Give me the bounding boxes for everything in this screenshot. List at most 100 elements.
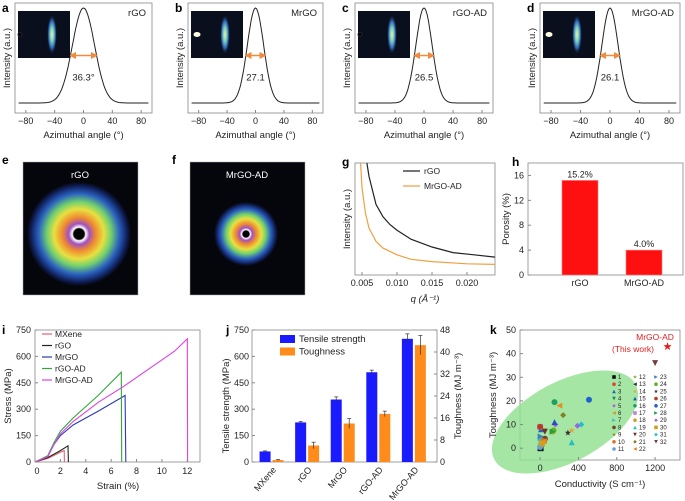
legend-marker — [612, 447, 616, 451]
y-right-tick-label: 0 — [440, 457, 445, 467]
x-tick-label: −80 — [191, 116, 206, 126]
x-tick-label: 40 — [448, 116, 458, 126]
legend-marker — [633, 425, 637, 430]
legend-label: 12 — [639, 375, 646, 381]
y-tick-label: 40 — [506, 349, 516, 359]
legend-label: 20 — [639, 433, 646, 439]
data-point-this-work — [663, 342, 672, 351]
legend-label: 19 — [639, 425, 646, 431]
intensity-curve — [18, 7, 149, 104]
y-tick-label: 12 — [514, 195, 524, 205]
legend-marker — [633, 375, 637, 379]
legend-marker — [654, 411, 658, 415]
x-tick-label: 800 — [609, 463, 624, 473]
legend-marker — [633, 389, 637, 393]
x-tick-label: rGO — [572, 278, 589, 288]
legend-marker — [654, 375, 658, 379]
legend-label: rGO-AD — [55, 364, 86, 374]
pattern-label: rGO — [71, 170, 89, 181]
panel-b-azimuthal-plot: 27.1 MrGO −80 −40 0 40 80 Azimuthal angle (°) In… — [175, 2, 324, 141]
legend-label: 4 — [618, 397, 622, 403]
saxs-pattern-e: rGO — [22, 161, 139, 296]
panel-k-plot-frame — [519, 329, 681, 461]
x-tick-label: −80 — [18, 116, 33, 126]
x-tick-label: 2 — [58, 466, 63, 476]
legend-label: 13 — [639, 382, 646, 388]
x-category-label: rGO-AD — [356, 464, 385, 496]
panel-k-ashby-scatter: 1234567891011121314151617181920212223242… — [488, 325, 681, 490]
x-tick-label: −40 — [573, 116, 588, 126]
legend-label: MXene — [55, 329, 82, 339]
panel-label-h: h — [512, 155, 519, 169]
bar-toughness — [414, 345, 426, 462]
legend-label: 28 — [660, 411, 667, 417]
legend-marker — [654, 432, 658, 437]
legend-label: 32 — [660, 440, 667, 446]
y-axis-label: Tensile strength (MPa) — [221, 358, 232, 453]
x-tick-label: 0 — [538, 463, 543, 473]
legend-marker — [612, 382, 616, 387]
legend-marker — [612, 432, 616, 437]
data-point-20 — [541, 428, 548, 435]
legend-marker — [612, 396, 616, 401]
y-tick-label: 750 — [16, 325, 31, 335]
y-tick-label: 300 — [16, 404, 31, 414]
y-tick-label: 20 — [506, 396, 516, 406]
y-tick-label: 600 — [16, 351, 31, 361]
legend-label: Tensile strength — [299, 334, 366, 345]
data-point-6 — [556, 402, 563, 409]
bar-tensile-strength — [259, 451, 271, 462]
x-axis-label: q (Å⁻¹) — [411, 294, 440, 305]
panel-label-d: d — [527, 1, 534, 15]
panel-label-g: g — [342, 155, 349, 169]
x-tick-label: 40 — [634, 116, 644, 126]
legend-label: 27 — [660, 404, 667, 410]
legend-marker — [612, 375, 616, 379]
legend-swatch — [280, 335, 295, 343]
bar-tensile-strength — [366, 372, 378, 462]
legend-marker — [612, 440, 616, 444]
x-tick-label: 0.015 — [421, 278, 444, 288]
legend-marker — [633, 382, 637, 386]
legend-label: MrGO-AD — [55, 375, 93, 385]
y-axis-label: Toughness (MJ m⁻³) — [488, 352, 499, 438]
pattern-label: MrGO-AD — [226, 170, 268, 181]
x-axis-label: Azimuthal angle (°) — [570, 130, 650, 141]
data-point-31 — [578, 421, 585, 428]
legend-marker — [633, 396, 637, 401]
bar-rGO — [561, 180, 599, 276]
legend-label: 30 — [660, 425, 667, 431]
legend-label: 9 — [618, 433, 622, 439]
x-category-label: MrGO-AD — [387, 464, 421, 501]
panel-label-j: j — [225, 323, 229, 337]
legend-label: MrGO — [55, 352, 79, 362]
legend-label: 11 — [618, 447, 625, 453]
x-tick-label: 80 — [136, 116, 146, 126]
series-line-MrGO-AD — [360, 162, 496, 265]
legend-label: 3 — [618, 389, 622, 395]
y-tick-label: 450 — [234, 378, 249, 388]
legend-swatch — [280, 347, 295, 356]
x-tick-label: 1200 — [645, 463, 665, 473]
series-line-MrGO-AD — [34, 337, 189, 463]
legend-label: 24 — [660, 382, 667, 388]
panel-h-porosity-chart: 15.2% rGO 4.0% MrGO-AD 0 4 8 12 16 Porosity (%) — [501, 162, 684, 288]
legend-label: Toughness — [299, 347, 345, 358]
legend-label: 6 — [618, 411, 622, 417]
legend-label: 8 — [618, 425, 622, 431]
legend-label: 22 — [639, 447, 646, 453]
data-point-30 — [539, 440, 546, 447]
y-right-tick-label: 8 — [440, 435, 445, 445]
x-tick-label: 80 — [307, 116, 317, 126]
x-category-label: MrGO — [326, 465, 349, 490]
legend-marker — [633, 447, 637, 451]
y-tick-label: 16 — [514, 170, 524, 180]
legend-label: 15 — [639, 397, 646, 403]
waxs-inset-image — [543, 11, 595, 58]
y-tick-label: 450 — [16, 378, 31, 388]
data-point-14 — [568, 427, 575, 434]
y-axis-label: Intensity (a.u.) — [527, 28, 538, 88]
data-point-15 — [551, 419, 558, 426]
x-tick-label: −40 — [47, 116, 62, 126]
panel-label-e: e — [2, 153, 9, 167]
